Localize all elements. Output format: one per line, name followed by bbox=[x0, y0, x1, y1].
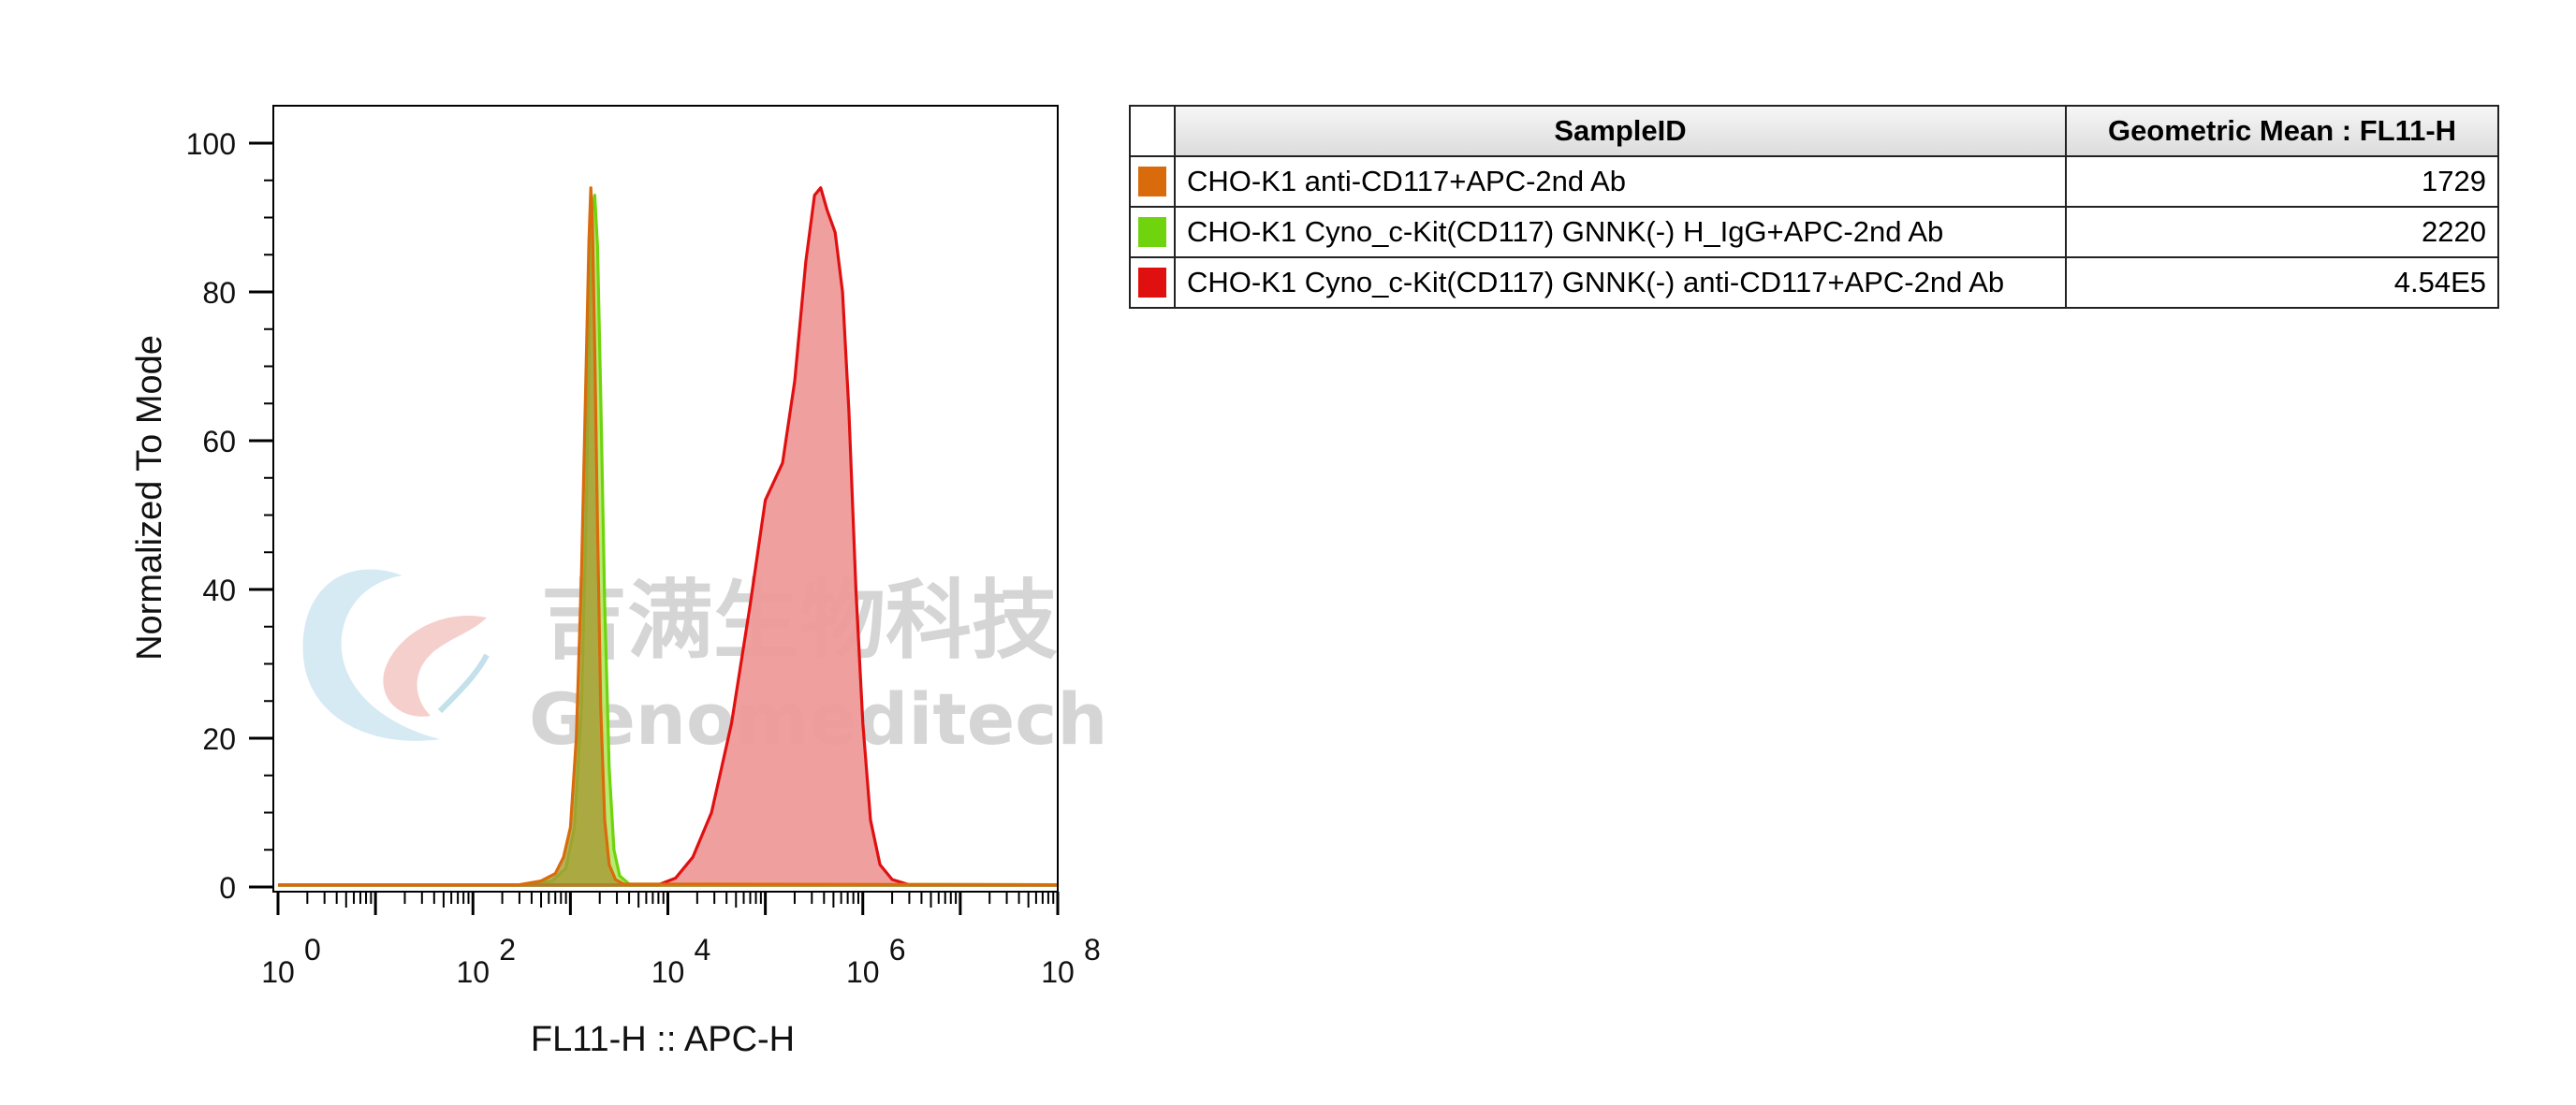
y-tick-label: 40 bbox=[202, 574, 236, 607]
y-tick-label: 0 bbox=[219, 871, 236, 905]
x-tick-exponent: 8 bbox=[1084, 933, 1101, 967]
series-line-2 bbox=[278, 186, 1058, 887]
legend-sample: CHO-K1 anti-CD117+APC-2nd Ab bbox=[1174, 155, 2067, 208]
swatch-header bbox=[1129, 105, 1176, 157]
series-fill-2 bbox=[278, 187, 1058, 887]
series-fill-0 bbox=[278, 187, 1058, 887]
x-axis-title: FL11-H :: APC-H bbox=[531, 1020, 795, 1059]
series-layer bbox=[278, 186, 1059, 888]
legend-value: 4.54E5 bbox=[2065, 256, 2499, 309]
legend-sample: CHO-K1 Cyno_c-Kit(CD117) GNNK(-) H_IgG+A… bbox=[1174, 206, 2067, 258]
x-tick-exponent: 0 bbox=[304, 933, 321, 967]
legend-swatch-green bbox=[1138, 217, 1166, 247]
x-tick-label: 10 bbox=[1041, 955, 1075, 989]
legend-value: 2220 bbox=[2065, 206, 2499, 258]
x-tick-exponent: 2 bbox=[499, 933, 516, 967]
y-axis-title: Normalized To Mode bbox=[130, 335, 169, 661]
legend-swatch-red bbox=[1138, 268, 1166, 298]
legend-header-row: SampleID Geometric Mean : FL11-H bbox=[1129, 105, 2499, 157]
legend-row: CHO-K1 anti-CD117+APC-2nd Ab 1729 bbox=[1129, 155, 2499, 208]
x-tick-label: 10 bbox=[846, 955, 880, 989]
x-tick-exponent: 4 bbox=[695, 933, 711, 967]
y-tick-label: 20 bbox=[202, 722, 236, 756]
legend-value: 1729 bbox=[2065, 155, 2499, 208]
y-tick-label: 80 bbox=[202, 276, 236, 310]
legend-row: CHO-K1 Cyno_c-Kit(CD117) GNNK(-) anti-CD… bbox=[1129, 256, 2499, 309]
series-line-0 bbox=[278, 186, 1059, 887]
series-fill-1 bbox=[278, 195, 1058, 888]
legend-sample: CHO-K1 Cyno_c-Kit(CD117) GNNK(-) anti-CD… bbox=[1174, 256, 2067, 309]
x-tick-exponent: 6 bbox=[889, 933, 906, 967]
y-tick-label: 100 bbox=[186, 127, 236, 161]
legend-swatch-orange bbox=[1138, 167, 1166, 196]
header-geometric-mean: Geometric Mean : FL11-H bbox=[2065, 105, 2499, 157]
y-tick-label: 60 bbox=[202, 425, 236, 458]
legend-row: CHO-K1 Cyno_c-Kit(CD117) GNNK(-) H_IgG+A… bbox=[1129, 206, 2499, 258]
watermark: 吉满生物科技 Genomeditech bbox=[302, 569, 1107, 761]
x-tick-label: 10 bbox=[261, 955, 295, 989]
x-tick-label: 10 bbox=[456, 955, 490, 989]
series-line-1 bbox=[278, 194, 1059, 887]
plot-frame bbox=[272, 105, 1059, 893]
legend-table: SampleID Geometric Mean : FL11-H CHO-K1 … bbox=[1129, 105, 2499, 309]
header-sample-id: SampleID bbox=[1174, 105, 2067, 157]
x-tick-label: 10 bbox=[651, 955, 685, 989]
watermark-logo bbox=[302, 569, 490, 741]
